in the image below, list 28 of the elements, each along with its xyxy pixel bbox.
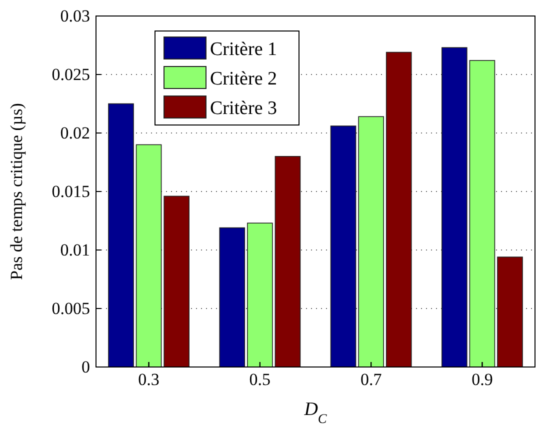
y-tick-label: 0: [82, 357, 90, 376]
legend-label: Critère 1: [210, 39, 278, 60]
y-tick-label: 0.03: [60, 6, 90, 26]
bar: [164, 196, 190, 368]
bar: [469, 60, 496, 368]
legend-label: Critère 2: [210, 68, 278, 90]
bar: [386, 52, 412, 368]
x-tick-label: 0.9: [472, 370, 493, 390]
x-tick-label: 0.3: [138, 370, 160, 390]
bar: [219, 227, 246, 368]
y-tick-label: 0.02: [60, 123, 90, 142]
bar: [330, 126, 356, 368]
legend-label: Critère 3: [210, 98, 278, 119]
x-axis-title: D$_{C}$: [303, 399, 327, 426]
y-tick-label: 0.01: [60, 240, 90, 260]
x-tick-label: 0.5: [249, 370, 271, 390]
bar: [136, 144, 162, 368]
bar: [358, 116, 384, 368]
y-tick-label: 0.025: [52, 64, 90, 84]
bar: [497, 256, 523, 368]
bar: [274, 156, 301, 368]
y-tick-label: 0.005: [52, 298, 90, 318]
x-tick-label: 0.7: [360, 370, 382, 390]
y-tick-label: 0.015: [52, 182, 90, 201]
bar: [442, 47, 468, 368]
bar: [108, 103, 134, 368]
y-axis-title: Pas de temps critique (µs): [7, 103, 26, 280]
bar: [247, 222, 273, 368]
